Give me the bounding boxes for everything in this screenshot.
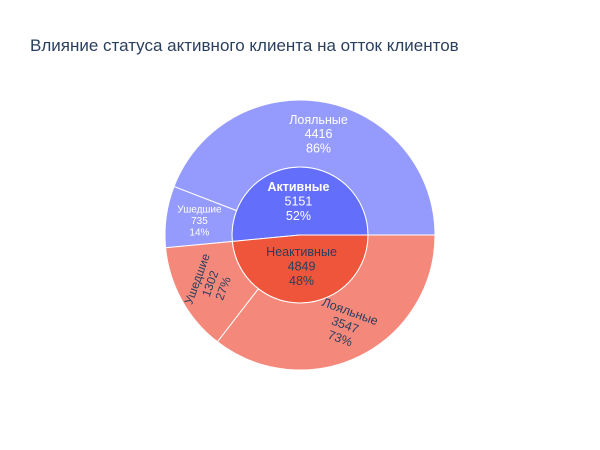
outer-label-0-0-line-2: 86% — [306, 142, 331, 156]
inner-label-0-line-0: Активные — [267, 180, 329, 194]
outer-label-0-0-line-1: 4416 — [305, 128, 333, 142]
inner-label-0: Активные 5151 52% — [267, 180, 329, 223]
wedge-outer-1-0[interactable] — [165, 240, 260, 343]
outer-label-0-1-line-0: Ушедшие — [177, 204, 222, 215]
wedge-outer-0-0[interactable] — [173, 99, 436, 236]
inner-label-1-line-2: 48% — [289, 274, 314, 288]
chart-title: Влияние статуса активного клиента на отт… — [30, 36, 459, 55]
outer-label-0-0: Лояльные 4416 86% — [289, 113, 348, 156]
outer-label-0-1-line-1: 735 — [191, 216, 208, 227]
outer-label-0-1-line-2: 14% — [189, 227, 209, 238]
inner-label-1: Неактивные 4849 48% — [266, 246, 337, 289]
outer-label-0-0-line-0: Лояльные — [289, 113, 348, 127]
wedge-outer-1-1[interactable] — [216, 234, 436, 371]
sunburst-wedges — [164, 99, 436, 371]
inner-label-0-line-2: 52% — [286, 209, 311, 223]
inner-label-1-line-0: Неактивные — [266, 246, 337, 260]
inner-label-1-line-1: 4849 — [288, 260, 316, 274]
inner-label-0-line-1: 5151 — [285, 195, 313, 209]
outer-label-0-1: Ушедшие 735 14% — [177, 204, 222, 238]
